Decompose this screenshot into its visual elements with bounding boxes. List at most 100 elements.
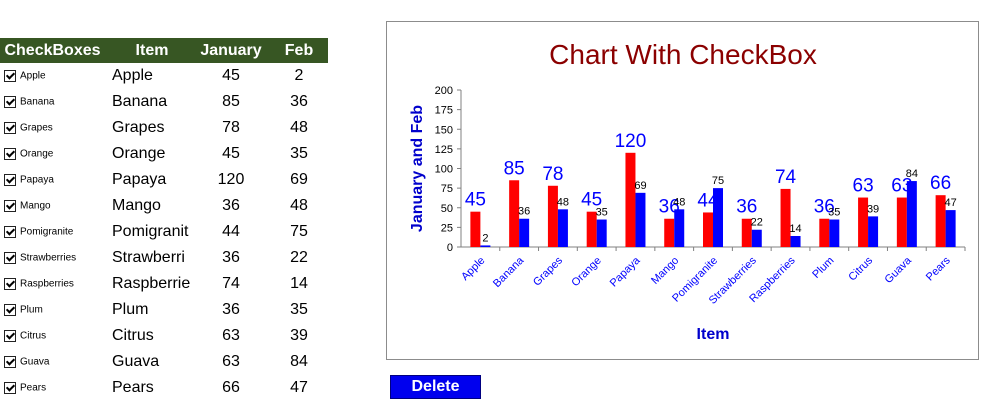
data-table: CheckBoxes Item January Feb Apple Apple 45…: [0, 38, 328, 401]
header-january: January: [192, 38, 270, 63]
item-cell: Pears: [112, 379, 154, 396]
data-label-feb: 2: [482, 232, 488, 244]
bar-january: [935, 195, 946, 247]
bar-january: [509, 180, 520, 247]
checkbox-cell: Pears: [0, 375, 105, 401]
item-cell: Strawberri: [112, 249, 185, 266]
table-row: Apple Apple 45 2: [0, 63, 328, 89]
data-label-january: 66: [930, 173, 951, 194]
row-checkbox[interactable]: [4, 174, 16, 186]
table-row: Strawberries Strawberri 36 22: [0, 245, 328, 271]
bar-feb: [790, 236, 801, 247]
x-axis-title: Item: [697, 326, 730, 343]
checkbox-label[interactable]: Strawberries: [20, 252, 77, 264]
item-cell: Mango: [112, 197, 161, 214]
data-label-feb: 84: [906, 168, 918, 180]
feb-cell: 47: [290, 379, 308, 396]
bar-january: [780, 188, 791, 247]
bar-feb: [713, 188, 723, 247]
x-tick-label: Guava: [883, 254, 915, 286]
row-checkbox[interactable]: [4, 330, 16, 342]
row-checkbox[interactable]: [4, 278, 16, 290]
item-cell: Plum: [112, 301, 149, 318]
checkbox-label[interactable]: Apple: [20, 70, 46, 82]
row-checkbox[interactable]: [4, 70, 16, 82]
feb-cell: 84: [290, 353, 308, 370]
checkbox-label[interactable]: Pears: [20, 382, 47, 394]
checkbox-label[interactable]: Orange: [20, 148, 54, 160]
checkbox-label[interactable]: Grapes: [20, 122, 53, 134]
bar-feb: [906, 181, 917, 247]
checkbox-cell: Banana: [0, 89, 105, 115]
feb-cell: 35: [290, 301, 308, 318]
row-checkbox[interactable]: [4, 382, 16, 394]
row-checkbox[interactable]: [4, 122, 16, 134]
checkbox-label[interactable]: Citrus: [20, 330, 47, 342]
bar-feb: [557, 209, 568, 247]
bar-january: [547, 185, 558, 247]
row-checkbox[interactable]: [4, 148, 16, 160]
data-label-feb: 75: [712, 175, 724, 187]
row-checkbox[interactable]: [4, 226, 16, 238]
feb-cell: 2: [294, 67, 304, 84]
item-cell: Orange: [112, 145, 166, 162]
bar-january: [470, 211, 481, 247]
bar-chart: Chart With CheckBox 0 25 50 75 100 125 150 175 20…: [409, 39, 966, 343]
january-cell: 45: [222, 67, 240, 84]
x-tick-label: Citrus: [846, 254, 875, 283]
bar-feb: [635, 192, 646, 247]
x-tick-label: Apple: [459, 255, 487, 283]
bar-feb: [945, 210, 956, 247]
y-tick-label: 175: [435, 105, 453, 117]
checkbox-cell: Raspberries: [0, 271, 105, 297]
row-checkbox[interactable]: [4, 252, 16, 264]
january-cell: 36: [222, 301, 240, 318]
checkbox-label[interactable]: Plum: [20, 304, 43, 316]
data-label-feb: 22: [751, 217, 763, 229]
bar-feb: [596, 219, 607, 247]
data-label-feb: 36: [518, 206, 530, 218]
y-axis-title: January and Feb: [409, 105, 426, 232]
table-row: Pears Pears 66 47: [0, 375, 328, 401]
table-row: Raspberries Raspberrie 74 14: [0, 271, 328, 297]
checkbox-label[interactable]: Guava: [20, 356, 50, 368]
checkbox-label[interactable]: Banana: [20, 96, 55, 108]
table-row: Orange Orange 45 35: [0, 141, 328, 167]
chart-title: Chart With CheckBox: [549, 39, 817, 70]
checkbox-cell: Orange: [0, 141, 105, 167]
table-row: Grapes Grapes 78 48: [0, 115, 328, 141]
item-cell: Grapes: [112, 119, 165, 136]
table-row: Papaya Papaya 120 69: [0, 167, 328, 193]
feb-cell: 14: [290, 275, 308, 292]
row-checkbox[interactable]: [4, 356, 16, 368]
x-tick-label: Mango: [649, 255, 681, 287]
chart-area: Chart With CheckBox 0 25 50 75 100 125 150 175 20…: [386, 21, 979, 360]
y-tick-label: 125: [435, 144, 453, 156]
x-tick-label: Orange: [569, 255, 603, 289]
checkbox-label[interactable]: Mango: [20, 200, 51, 212]
checkbox-label[interactable]: Pomigranite: [20, 226, 74, 238]
checkbox-cell: Papaya: [0, 167, 105, 193]
y-tick-label: 150: [435, 124, 453, 136]
y-tick-label: 0: [447, 242, 453, 254]
bar-january: [819, 218, 830, 247]
table-row: Citrus Citrus 63 39: [0, 323, 328, 349]
bar-january: [703, 212, 713, 247]
checkbox-label[interactable]: Raspberries: [20, 278, 74, 290]
feb-cell: 48: [290, 197, 308, 214]
january-cell: 63: [222, 327, 240, 344]
data-label-january: 120: [615, 131, 647, 152]
data-label-january: 78: [542, 164, 563, 185]
table-header-row: CheckBoxes Item January Feb: [0, 38, 328, 63]
data-label-feb: 48: [673, 196, 685, 208]
data-label-january: 36: [814, 197, 835, 218]
y-tick-label: 200: [435, 85, 453, 97]
delete-button[interactable]: Delete: [390, 375, 481, 399]
row-checkbox[interactable]: [4, 96, 16, 108]
data-label-feb: 47: [944, 197, 956, 209]
item-cell: Apple: [112, 67, 153, 84]
january-cell: 120: [217, 171, 245, 188]
row-checkbox[interactable]: [4, 304, 16, 316]
row-checkbox[interactable]: [4, 200, 16, 212]
checkbox-label[interactable]: Papaya: [20, 174, 54, 186]
